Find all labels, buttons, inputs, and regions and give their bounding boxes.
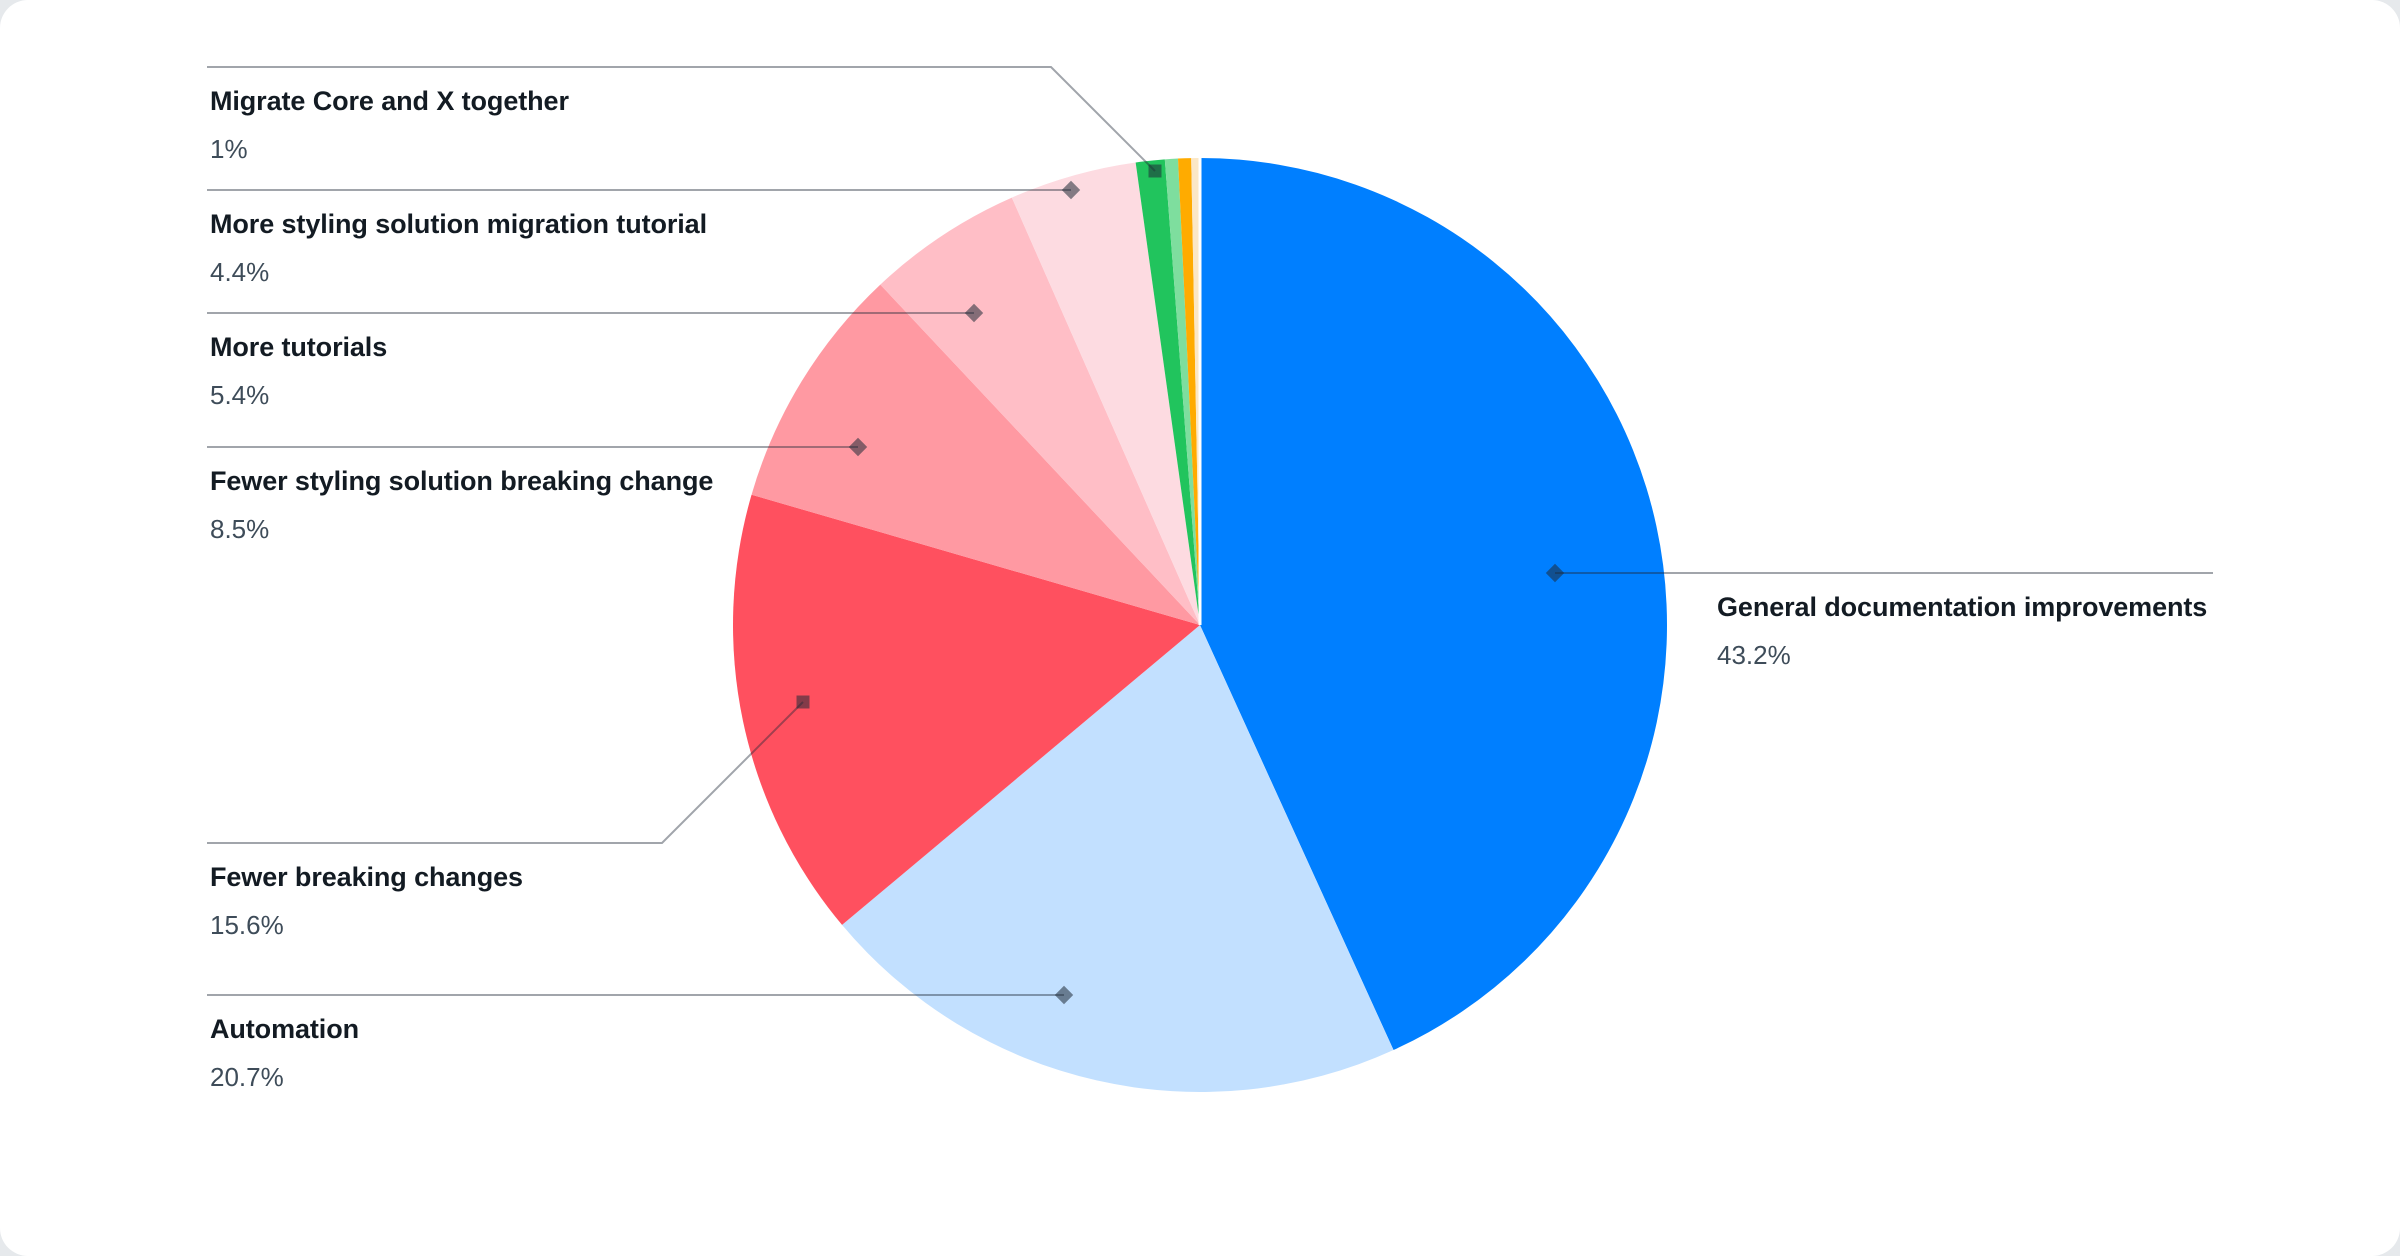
leader-line-2 <box>207 701 804 844</box>
leader-marker-0 <box>1545 563 1565 583</box>
leader-marker-4 <box>964 303 984 323</box>
pie-slice-1[interactable] <box>842 625 1394 1092</box>
pie-slice-7[interactable] <box>1164 158 1200 625</box>
leader-marker-6 <box>1148 164 1162 178</box>
pie-slice-8[interactable] <box>1178 158 1200 626</box>
pie-slice-0[interactable] <box>1200 158 1667 1051</box>
pie-slice-3[interactable] <box>751 284 1200 625</box>
leader-marker-2 <box>796 695 810 709</box>
leader-marker-5 <box>1061 180 1081 200</box>
pie-slice-2[interactable] <box>733 494 1200 925</box>
pie-slice-4[interactable] <box>880 197 1200 625</box>
leader-line-6 <box>207 66 1156 172</box>
pie-slice-5[interactable] <box>1011 162 1200 625</box>
pie-slice-6[interactable] <box>1135 159 1200 626</box>
leader-marker-3 <box>848 437 868 457</box>
leader-marker-1 <box>1054 985 1074 1005</box>
pie-slice-9[interactable] <box>1191 158 1200 625</box>
